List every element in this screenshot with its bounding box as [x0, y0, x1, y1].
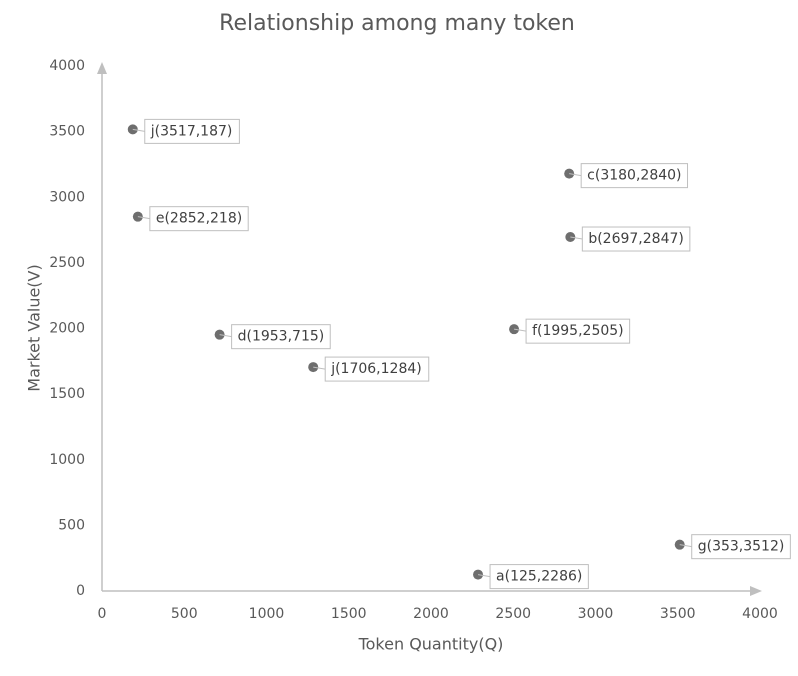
data-label: j(3517,187): [150, 123, 233, 139]
x-axis-title: Token Quantity(Q): [358, 635, 504, 654]
label-leader: [132, 128, 145, 132]
data-label: f(1995,2505): [532, 323, 624, 339]
data-label: b(2697,2847): [588, 231, 684, 247]
chart-title: Relationship among many token: [219, 11, 575, 36]
label-box: [231, 324, 331, 350]
label-leader: [477, 574, 491, 578]
y-tick-label: 3500: [49, 124, 85, 140]
y-tick-label: 2500: [49, 255, 85, 271]
label-box: [581, 226, 691, 252]
label-leader: [569, 173, 582, 177]
data-label: c(3180,2840): [587, 168, 681, 184]
y-tick-label: 1000: [49, 452, 85, 468]
x-tick-label: 4000: [742, 606, 778, 622]
label-box: [580, 163, 689, 189]
x-tick-label: 2000: [413, 606, 449, 622]
label-leader: [137, 216, 150, 220]
label-leader: [513, 328, 527, 332]
y-tick-label: 4000: [49, 58, 85, 74]
label-box: [324, 356, 430, 382]
data-label: j(1706,1284): [330, 361, 422, 377]
x-tick-label: 1000: [249, 606, 285, 622]
y-tick-label: 0: [76, 583, 85, 599]
label-box: [489, 564, 589, 590]
x-tick-label: 3500: [660, 606, 696, 622]
label-box: [525, 318, 631, 344]
data-label: e(2852,218): [156, 211, 242, 227]
label-box: [691, 534, 791, 560]
x-tick-label: 1500: [331, 606, 367, 622]
y-tick-label: 1500: [49, 386, 85, 402]
y-tick-label: 500: [58, 517, 85, 533]
label-leader: [679, 544, 692, 548]
data-label: g(353,3512): [698, 539, 785, 555]
y-tick-label: 2000: [49, 321, 85, 337]
label-box: [149, 206, 249, 232]
y-axis-arrow: [97, 62, 107, 74]
label-leader: [219, 334, 232, 338]
y-tick-label: 3000: [49, 189, 85, 205]
x-tick-label: 3000: [578, 606, 614, 622]
label-leader: [570, 236, 583, 240]
x-tick-label: 2500: [495, 606, 531, 622]
x-axis-arrow: [750, 586, 762, 596]
data-label: a(125,2286): [496, 569, 582, 585]
x-tick-label: 500: [171, 606, 198, 622]
label-box: [144, 118, 240, 144]
y-axis-title: Market Value(V): [25, 264, 44, 391]
x-tick-label: 0: [98, 606, 107, 622]
label-leader: [313, 366, 326, 370]
data-label: d(1953,715): [238, 329, 325, 345]
